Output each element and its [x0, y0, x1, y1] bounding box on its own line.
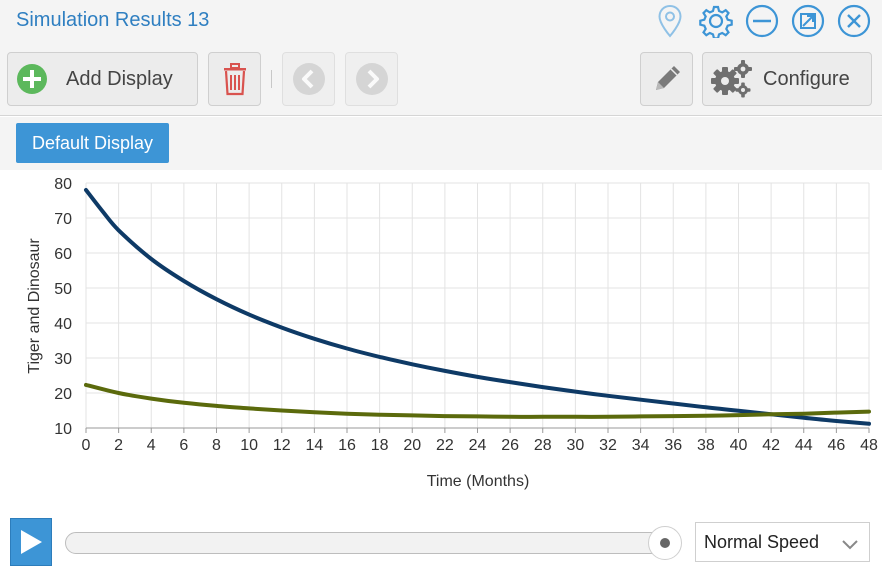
x-tick-label: 30 — [566, 437, 584, 454]
x-tick-label: 26 — [501, 437, 519, 454]
x-tick-label: 4 — [147, 437, 156, 454]
y-tick-label: 40 — [54, 316, 72, 333]
x-tick-label: 24 — [469, 437, 487, 454]
tab-default-display[interactable]: Default Display — [16, 123, 170, 163]
toolbar: Add Display — [0, 42, 882, 116]
chevron-right-icon — [355, 62, 389, 96]
title-bar: Simulation Results 13 — [0, 0, 882, 42]
edit-button[interactable] — [640, 52, 693, 106]
line-chart: 0 2 4 6 8 10 12 14 16 18 20 22 24 26 28 30 32 34 36 38 40 42 4… — [26, 176, 878, 490]
x-tick-label: 18 — [371, 437, 389, 454]
x-tick-label: 48 — [860, 437, 878, 454]
close-icon[interactable] — [836, 3, 872, 39]
series-line-1 — [84, 188, 871, 426]
chevron-left-icon — [292, 62, 326, 96]
x-tick-label: 0 — [82, 437, 91, 454]
y-tick-label: 60 — [54, 246, 72, 263]
pencil-icon — [650, 62, 684, 96]
configure-label: Configure — [763, 67, 850, 90]
x-axis-label: Time (Months) — [427, 473, 530, 490]
x-tick-label: 40 — [730, 437, 748, 454]
time-slider[interactable] — [65, 532, 681, 554]
location-pin-icon[interactable] — [652, 3, 688, 39]
x-tick-label: 44 — [795, 437, 813, 454]
next-button[interactable] — [345, 52, 398, 106]
gear-icon[interactable] — [698, 3, 734, 39]
minimize-icon[interactable] — [744, 3, 780, 39]
plus-circle-icon — [16, 63, 48, 95]
y-tick-label: 10 — [54, 421, 72, 438]
x-tick-label: 34 — [632, 437, 650, 454]
y-tick-label: 50 — [54, 281, 72, 298]
add-display-button[interactable]: Add Display — [7, 52, 198, 106]
simulation-chart: 0 2 4 6 8 10 12 14 16 18 20 22 24 26 28 30 32 34 36 38 40 42 4… — [0, 170, 882, 500]
add-display-label: Add Display — [66, 67, 173, 90]
gears-icon — [709, 59, 753, 99]
window-controls — [652, 3, 872, 39]
y-tick-label: 30 — [54, 351, 72, 368]
x-tick-label: 10 — [240, 437, 258, 454]
x-tick-label: 6 — [179, 437, 188, 454]
x-tick-label: 14 — [305, 437, 323, 454]
x-tick-label: 28 — [534, 437, 552, 454]
slider-handle-dot — [660, 538, 670, 548]
time-slider-handle[interactable] — [648, 526, 682, 560]
previous-button[interactable] — [282, 52, 335, 106]
y-tick-label: 20 — [54, 386, 72, 403]
toolbar-separator — [271, 70, 272, 88]
configure-button[interactable]: Configure — [702, 52, 872, 106]
x-tick-label: 16 — [338, 437, 356, 454]
playback-bar: Normal Speed — [0, 512, 882, 568]
play-button[interactable] — [10, 518, 52, 566]
x-tick-label: 46 — [827, 437, 845, 454]
delete-display-button[interactable] — [208, 52, 261, 106]
x-tick-label: 8 — [212, 437, 221, 454]
play-icon — [18, 528, 44, 556]
x-tick-label: 32 — [599, 437, 617, 454]
window-title: Simulation Results 13 — [16, 9, 210, 31]
y-tick-label: 80 — [54, 176, 72, 193]
trash-icon — [221, 62, 249, 96]
x-tick-label: 2 — [114, 437, 123, 454]
x-tick-label: 36 — [664, 437, 682, 454]
x-tick-label: 12 — [273, 437, 291, 454]
x-tick-label: 20 — [403, 437, 421, 454]
x-tick-label: 22 — [436, 437, 454, 454]
series-line-2 — [84, 382, 871, 419]
x-tick-label: 38 — [697, 437, 715, 454]
speed-select[interactable]: Normal Speed — [695, 522, 870, 562]
y-axis-label: Tiger and Dinosaur — [26, 238, 43, 374]
display-tab-row: Default Display — [0, 117, 882, 170]
x-tick-label: 42 — [762, 437, 780, 454]
y-tick-label: 70 — [54, 211, 72, 228]
chevron-down-icon — [841, 535, 859, 556]
maximize-icon[interactable] — [790, 3, 826, 39]
speed-value: Normal Speed — [704, 531, 820, 552]
